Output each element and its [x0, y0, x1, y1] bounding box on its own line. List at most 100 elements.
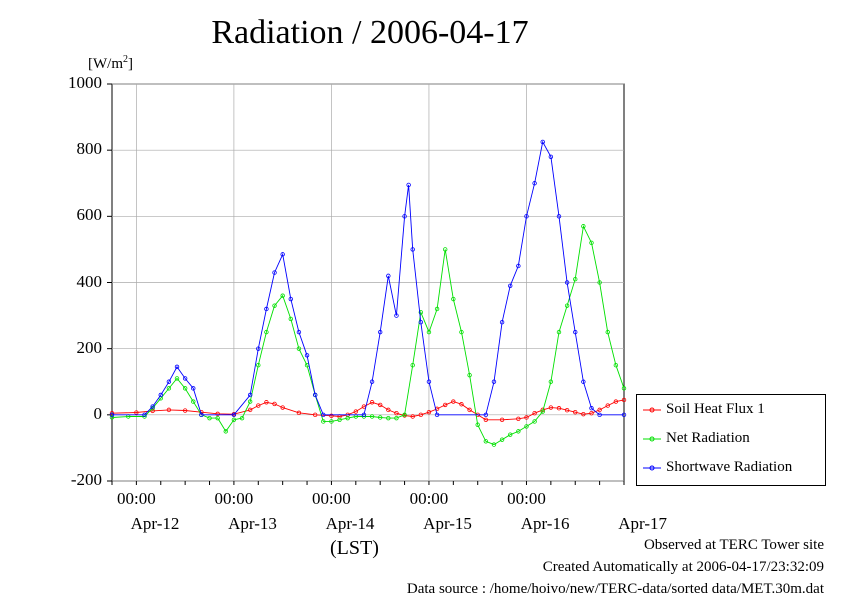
- data-point: [548, 379, 554, 384]
- data-point: [256, 346, 261, 351]
- legend-item-shortwave-radiation: Shortwave Radiation: [643, 459, 792, 476]
- data-point: [191, 386, 196, 391]
- data-point: [264, 329, 269, 335]
- data-point: [564, 280, 570, 285]
- data-point: [589, 240, 594, 245]
- data-point: [516, 429, 521, 434]
- data-point: [443, 402, 448, 408]
- data-point: [361, 412, 367, 418]
- data-point: [312, 412, 318, 418]
- data-point: [109, 412, 115, 418]
- data-point: [369, 400, 375, 405]
- data-point: [296, 410, 302, 416]
- x-tick-label-day: Apr-15: [423, 514, 472, 533]
- x-tick-label-time: 00:00: [214, 489, 254, 508]
- data-point: [223, 429, 228, 434]
- data-point: [134, 410, 139, 415]
- data-point: [215, 411, 220, 417]
- data-point: [467, 372, 472, 378]
- data-point: [207, 415, 212, 421]
- data-point: [532, 419, 537, 424]
- data-point: [247, 392, 253, 398]
- data-point: [394, 313, 399, 318]
- data-point: [377, 329, 383, 335]
- data-point: [369, 379, 375, 384]
- data-point: [613, 399, 619, 404]
- data-point: [499, 417, 505, 422]
- data-point: [174, 376, 180, 381]
- data-point: [247, 407, 253, 413]
- data-point: [386, 415, 391, 421]
- data-point: [597, 407, 602, 413]
- footer-created: Created Automatically at 2006-04-17/23:3…: [542, 559, 824, 575]
- data-point: [524, 424, 529, 429]
- data-point: [174, 364, 180, 370]
- data-point: [150, 408, 155, 414]
- x-tick-label-time: 00:00: [409, 489, 449, 508]
- data-point: [581, 411, 586, 417]
- legend-item-soil-heat-flux: Soil Heat Flux 1: [643, 401, 765, 418]
- chart-title: Radiation / 2006-04-17: [211, 14, 529, 51]
- x-tick-label-day: Apr-13: [228, 514, 277, 533]
- data-point: [467, 407, 472, 413]
- y-axis-unit: [W/m2]: [88, 54, 133, 72]
- data-point: [353, 409, 359, 414]
- data-point: [109, 415, 115, 420]
- data-point: [231, 417, 237, 422]
- y-tick-label: 400: [76, 271, 103, 291]
- data-point: [410, 363, 415, 368]
- data-point: [296, 346, 302, 351]
- data-point: [150, 404, 155, 409]
- x-tick-label-day: Apr-14: [325, 514, 375, 533]
- data-point: [605, 329, 610, 335]
- data-point: [426, 379, 432, 384]
- data-point: [418, 320, 424, 325]
- data-point: [182, 376, 188, 381]
- data-point: [410, 247, 415, 252]
- data-point: [434, 306, 440, 312]
- data-point: [394, 410, 399, 416]
- data-point: [264, 400, 269, 405]
- data-point: [182, 408, 188, 413]
- data-point: [564, 408, 570, 413]
- legend-marker-icon: [643, 465, 661, 471]
- data-point: [483, 417, 489, 422]
- data-point: [540, 139, 545, 145]
- data-point: [329, 419, 334, 424]
- y-tick-label: 0: [93, 403, 103, 423]
- legend: Soil Heat Flux 1 Net Radiation Shortwave…: [636, 394, 826, 486]
- data-point: [321, 412, 326, 418]
- data-point: [166, 379, 172, 384]
- data-point: [280, 293, 285, 298]
- data-point: [272, 303, 277, 308]
- data-point: [499, 437, 505, 442]
- data-point: [573, 409, 578, 415]
- data-point: [215, 415, 220, 421]
- data-point: [272, 270, 277, 275]
- data-point: [475, 422, 480, 427]
- data-point: [589, 410, 594, 416]
- data-point: [288, 316, 293, 322]
- data-point: [621, 386, 627, 391]
- footer-source: Data source : /home/hoivo/new/TERC-data/…: [406, 581, 824, 597]
- data-point: [491, 379, 497, 384]
- data-point: [508, 283, 513, 289]
- data-point: [443, 247, 448, 252]
- data-point: [280, 405, 285, 410]
- data-point: [426, 329, 432, 335]
- data-point: [597, 412, 602, 418]
- data-point: [548, 405, 554, 410]
- data-point: [256, 403, 261, 408]
- data-point: [532, 181, 537, 186]
- data-point: [369, 414, 375, 419]
- x-tick-label-day: Apr-12: [130, 514, 180, 533]
- data-point: [621, 412, 627, 418]
- y-tick-label: 800: [76, 139, 103, 159]
- data-point: [394, 415, 399, 421]
- data-point: [410, 414, 415, 419]
- data-point: [613, 363, 619, 368]
- data-point: [426, 409, 432, 415]
- data-point: [191, 399, 196, 404]
- data-point: [564, 303, 570, 308]
- data-point: [532, 410, 537, 416]
